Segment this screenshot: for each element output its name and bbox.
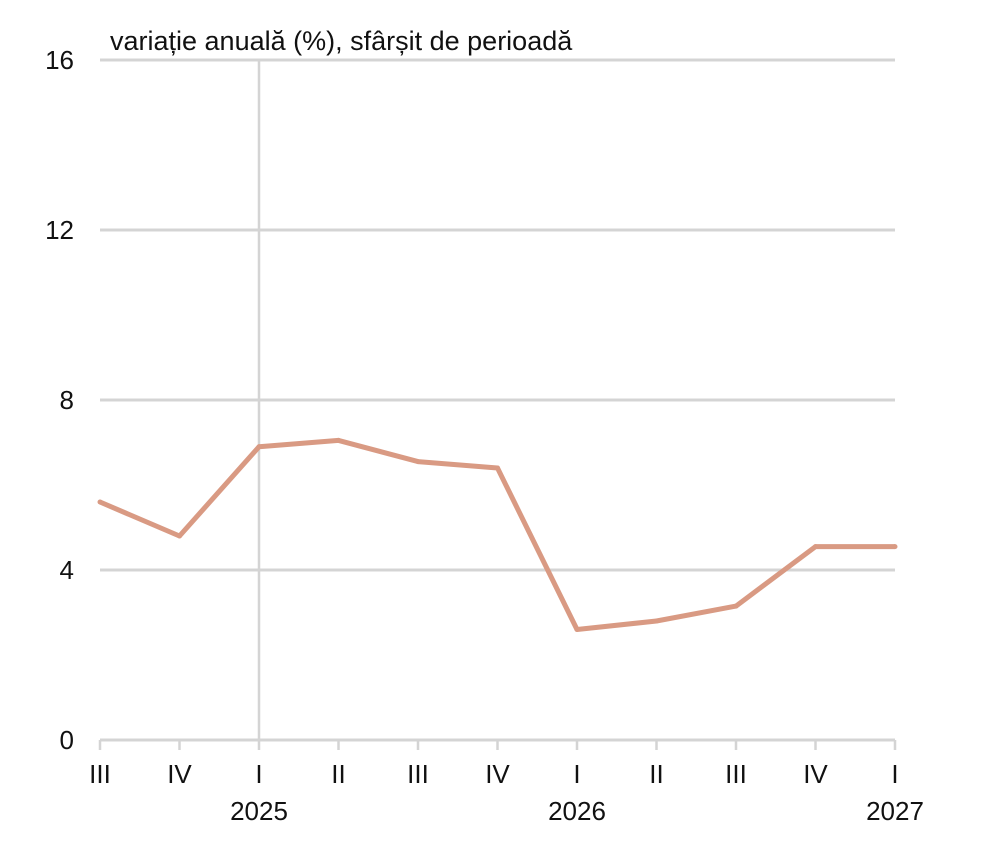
- year-label: 2025: [230, 796, 288, 826]
- data-point: [177, 533, 182, 539]
- x-tick-label: III: [89, 759, 111, 789]
- year-label: 2026: [548, 796, 606, 826]
- y-tick-label: 0: [60, 725, 74, 755]
- y-tick-label: 8: [60, 385, 74, 415]
- x-tick-label: I: [255, 759, 262, 789]
- y-tick-label: 16: [45, 45, 74, 75]
- grid-lines: [100, 58, 895, 742]
- x-tick-label: I: [891, 759, 898, 789]
- data-point: [415, 459, 421, 465]
- data-point: [813, 544, 818, 550]
- data-point: [97, 499, 103, 505]
- data-point: [574, 627, 580, 632]
- x-tick-label: IV: [485, 759, 510, 789]
- x-tick-label: III: [407, 759, 429, 789]
- x-tick-label: III: [725, 759, 747, 789]
- y-axis-ticks: 0 4 8 12 16: [45, 45, 74, 755]
- x-tick-label: I: [573, 759, 580, 789]
- x-axis-ticks: III IV I II III IV I II III IV I: [89, 740, 899, 789]
- x-tick-label: IV: [803, 759, 828, 789]
- x-tick-label: II: [331, 759, 345, 789]
- y-tick-label: 4: [60, 555, 74, 585]
- data-point: [654, 618, 659, 624]
- data-point: [256, 444, 262, 450]
- data-point: [495, 465, 500, 471]
- year-labels: 2025 2026 2027: [230, 796, 924, 826]
- y-tick-label: 12: [45, 215, 74, 245]
- chart-title: variație anuală (%), sfârșit de perioadă: [110, 26, 573, 56]
- x-tick-label: IV: [167, 759, 192, 789]
- x-tick-label: II: [649, 759, 663, 789]
- year-label: 2027: [866, 796, 924, 826]
- data-point: [733, 603, 739, 609]
- data-point: [892, 544, 898, 550]
- series-group: [97, 437, 898, 632]
- data-point: [336, 437, 341, 443]
